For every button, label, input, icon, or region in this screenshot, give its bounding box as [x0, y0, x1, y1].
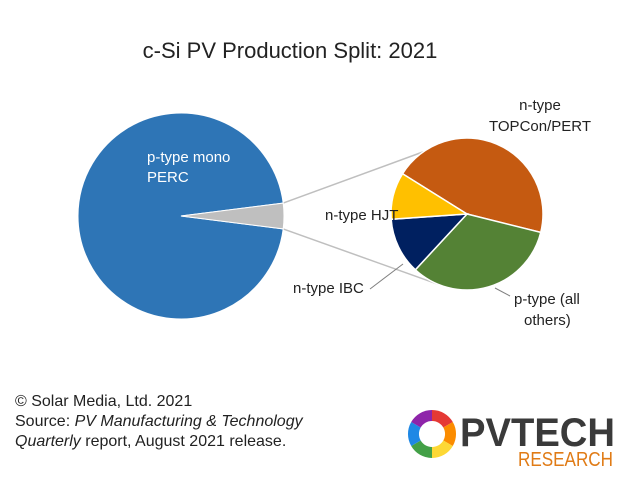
- source-footer: © Solar Media, Ltd. 2021 Source: PV Manu…: [15, 392, 345, 452]
- breakout-pie: [390, 137, 544, 291]
- copyright-line: © Solar Media, Ltd. 2021: [15, 393, 193, 410]
- label-perc-line2: PERC: [147, 169, 189, 186]
- logo-brand-text: PVTECH: [460, 411, 615, 455]
- source-prefix: Source:: [15, 413, 75, 430]
- leader-line-ptype: [494, 287, 511, 297]
- label-topcon-line1: n-type: [519, 97, 561, 114]
- breakout-slice-p-type-all-others: [414, 213, 542, 291]
- label-perc-line1: p-type mono: [147, 149, 230, 166]
- pie-slice-other: [180, 202, 285, 230]
- label-topcon-line2: TOPCon/PERT: [489, 118, 591, 135]
- logo-sub-text: RESEARCH: [518, 449, 613, 471]
- leader-line-ibc: [369, 263, 404, 290]
- main-pie: [77, 112, 285, 320]
- source-release: report, August 2021 release.: [80, 433, 287, 450]
- pvtech-research-logo: PVTECH RESEARCH: [407, 410, 615, 471]
- connector-line-bottom: [282, 228, 439, 286]
- connector-line-top: [282, 151, 424, 204]
- connector-lines: [282, 151, 439, 286]
- label-ibc: n-type IBC: [293, 280, 364, 297]
- breakout-slice-n-type-hjt: [390, 172, 470, 221]
- pie-slice-p-type-mono-perc: [77, 112, 284, 320]
- breakout-slice-n-type-topcon-pert: [401, 137, 544, 234]
- source-line-2: Quarterly report, August 2021 release.: [15, 432, 345, 452]
- label-ptype-line1: p-type (all: [514, 291, 580, 308]
- pie-of-pie-chart: c-Si PV Production Split: 2021 p-type mo…: [77, 38, 591, 329]
- source-line: Source: PV Manufacturing & Technology: [15, 412, 345, 432]
- label-hjt: n-type HJT: [325, 207, 398, 224]
- source-report-name-2: Quarterly: [15, 433, 81, 450]
- logo-ring-icon: [407, 410, 457, 458]
- source-report-name: PV Manufacturing & Technology: [74, 413, 303, 430]
- chart-title: c-Si PV Production Split: 2021: [143, 38, 438, 63]
- label-ptype-line2: others): [524, 312, 571, 329]
